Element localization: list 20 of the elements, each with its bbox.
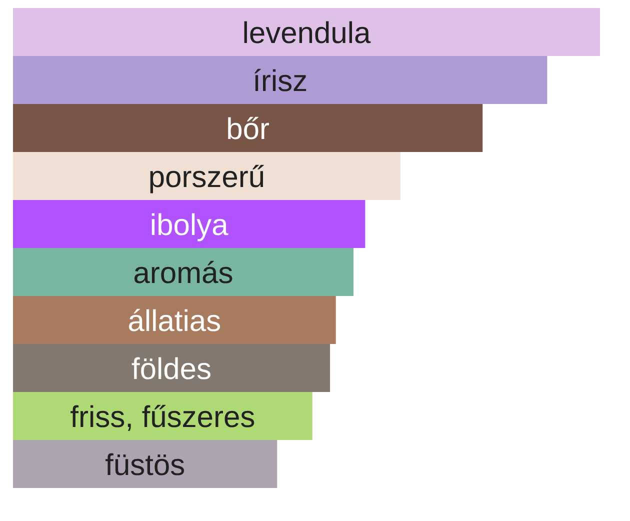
y-tick-label: ibolya	[152, 213, 228, 242]
y-tick-label: földes	[132, 357, 210, 380]
bar	[13, 344, 330, 392]
bar	[13, 152, 400, 200]
y-tick-label: írisz	[254, 68, 306, 92]
y-tick-label: levendula	[244, 21, 371, 44]
y-tick-label: friss, fűszeres	[70, 404, 254, 431]
y-tick-label: állatias	[129, 308, 220, 332]
bar	[13, 296, 336, 344]
y-tick-label: füstös	[105, 453, 184, 476]
y-tick-label: porszerű	[150, 164, 264, 194]
bar	[13, 200, 366, 248]
y-tick-label: bőr	[228, 116, 269, 140]
bar	[13, 104, 483, 152]
bar	[13, 8, 600, 56]
y-tick-label: aromás	[134, 260, 232, 284]
bar	[13, 392, 312, 440]
bar	[13, 248, 354, 296]
bar	[13, 440, 278, 488]
bar	[13, 56, 548, 104]
